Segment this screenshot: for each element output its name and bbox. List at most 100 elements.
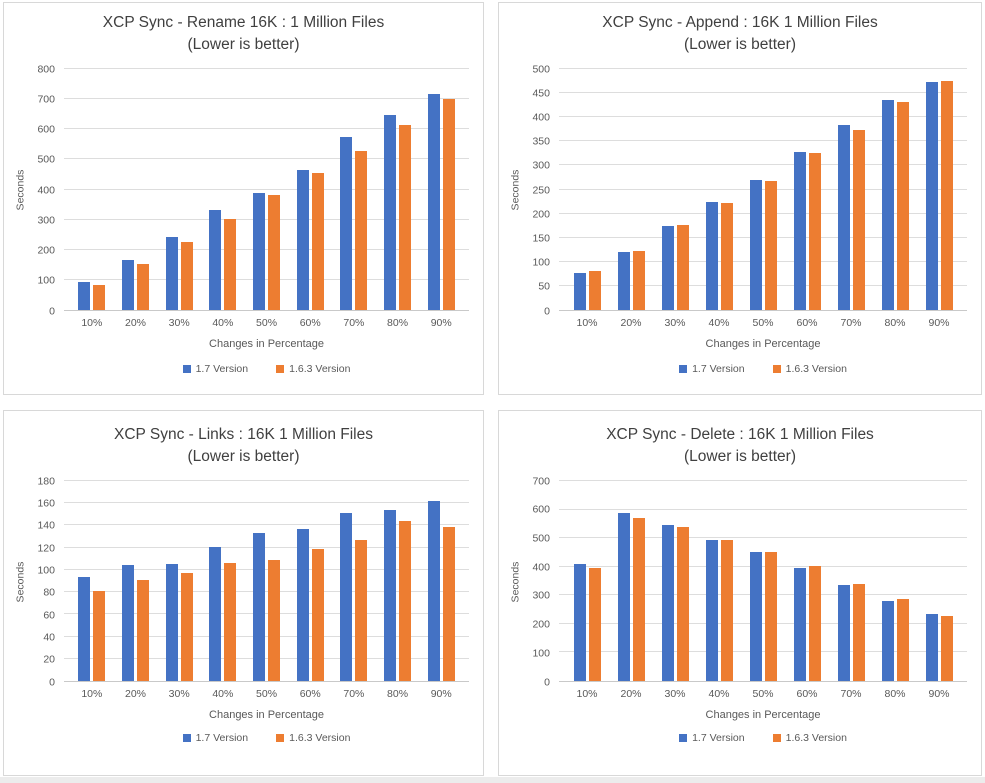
bar-group-50pct	[245, 69, 289, 310]
bar-1-7-version-20pct	[617, 512, 630, 681]
chart-title: XCP Sync - Links : 16K 1 Million Files	[113, 426, 373, 443]
gridline	[559, 565, 967, 567]
legend: 1.7 Version 1.6.3 Version	[64, 732, 469, 744]
bar-group-30pct	[653, 481, 697, 681]
bar-1-7-version-80pct	[881, 601, 894, 681]
bar-1-7-version-50pct	[749, 551, 762, 681]
legend-swatch-1-6-3-version	[276, 734, 285, 742]
bar-1-6-3-version-80pct	[399, 125, 412, 310]
legend-label: 1.6.3 Version	[785, 363, 847, 375]
x-tick-label: 40%	[212, 688, 234, 700]
legend-swatch-1-7-version	[679, 734, 688, 742]
bar-1-6-3-version-10pct	[93, 591, 106, 681]
y-tick-label: 20	[43, 653, 55, 666]
legend-label: 1.6.3 Version	[289, 363, 351, 375]
x-tick-label: 10%	[81, 688, 103, 700]
x-tick-label: 90%	[430, 317, 452, 329]
x-tick-label: 80%	[884, 688, 906, 700]
bar-1-6-3-version-60pct	[808, 566, 821, 681]
bar-1-6-3-version-60pct	[311, 172, 324, 310]
gridline	[559, 260, 967, 262]
y-tick-label: 100	[532, 647, 550, 660]
y-tick-label: 450	[532, 86, 550, 99]
y-tick-label: 200	[532, 207, 550, 220]
bar-group-40pct	[201, 69, 245, 310]
x-tick-label: 30%	[168, 688, 190, 700]
bar-group-90pct	[419, 69, 463, 310]
bar-1-7-version-30pct	[165, 564, 178, 681]
y-tick-label: 500	[532, 532, 550, 545]
bar-1-6-3-version-50pct	[268, 559, 281, 681]
x-axis-ticks: 10% 20% 30% 40% 50% 60% 70% 80% 90%	[64, 688, 469, 700]
chart-body: Seconds 0 100 200 300 400 500 600 700 800 10% 20% 30…	[4, 64, 483, 375]
x-axis-title: Changes in Percentage	[209, 709, 324, 721]
x-tick-label: 40%	[708, 688, 730, 700]
gridline	[559, 116, 967, 118]
x-tick-label: 60%	[299, 317, 321, 329]
legend: 1.7 Version 1.6.3 Version	[559, 732, 967, 744]
bar-group-20pct	[114, 481, 158, 681]
chart-body: Seconds 0 50 100 150 200 250 300 350 400 450 500 10%…	[499, 64, 981, 375]
x-tick-label: 90%	[430, 688, 452, 700]
plot-column: 10% 20% 30% 40% 50% 60% 70% 80% 90% Changes in Pe…	[559, 480, 981, 744]
legend-swatch-1-6-3-version	[772, 365, 781, 373]
plot-column: 10% 20% 30% 40% 50% 60% 70% 80% 90% Changes in Pe…	[559, 68, 981, 375]
bar-group-50pct	[245, 481, 289, 681]
bar-1-7-version-90pct	[925, 614, 938, 681]
bar-group-90pct	[419, 481, 463, 681]
gridline	[64, 188, 469, 190]
bar-group-10pct	[565, 481, 609, 681]
y-axis-title-text: Seconds	[509, 561, 521, 602]
x-axis-ticks: 10% 20% 30% 40% 50% 60% 70% 80% 90%	[559, 688, 967, 700]
bar-1-7-version-40pct	[705, 201, 718, 310]
legend-label: 1.6.3 Version	[785, 732, 847, 744]
chart-panel-append: XCP Sync - Append : 16K 1 Million Files (…	[498, 2, 982, 395]
y-axis-title: Seconds	[12, 69, 28, 311]
legend-label: 1.7 Version	[692, 363, 745, 375]
bar-1-6-3-version-20pct	[137, 579, 149, 681]
bar-1-7-version-60pct	[296, 169, 309, 310]
y-tick-label: 700	[532, 474, 550, 487]
bar-1-6-3-version-40pct	[224, 563, 237, 681]
bar-group-10pct	[70, 69, 114, 310]
bar-groups	[559, 69, 967, 310]
bar-1-6-3-version-60pct	[808, 153, 821, 310]
bar-group-80pct	[376, 481, 420, 681]
bar-1-7-version-80pct	[881, 100, 894, 310]
y-tick-label: 700	[37, 93, 55, 105]
y-tick-label: 160	[37, 497, 55, 510]
gridline	[64, 524, 469, 526]
y-tick-label: 500	[37, 153, 55, 166]
bar-1-6-3-version-30pct	[180, 241, 193, 310]
bar-1-6-3-version-20pct	[137, 264, 149, 310]
bar-group-70pct	[332, 69, 376, 310]
bar-1-7-version-40pct	[209, 210, 222, 310]
bar-1-7-version-10pct	[573, 272, 586, 310]
gridline	[559, 508, 967, 510]
plot-area	[64, 68, 469, 311]
chart-subtitle: (Lower is better)	[684, 448, 796, 465]
x-tick-label: 30%	[168, 317, 190, 329]
bar-group-20pct	[609, 481, 653, 681]
legend: 1.7 Version 1.6.3 Version	[559, 363, 967, 375]
bar-1-6-3-version-80pct	[896, 598, 909, 681]
y-tick-label: 400	[37, 183, 55, 196]
bar-group-40pct	[201, 481, 245, 681]
bar-group-30pct	[653, 69, 697, 310]
gridline	[64, 635, 469, 637]
gridline	[559, 651, 967, 653]
bar-1-7-version-10pct	[78, 576, 91, 681]
x-axis-ticks: 10% 20% 30% 40% 50% 60% 70% 80% 90%	[559, 317, 967, 329]
bar-1-6-3-version-70pct	[852, 583, 865, 681]
x-axis-title: Changes in Percentage	[209, 338, 324, 350]
y-axis-title: Seconds	[507, 481, 523, 682]
x-tick-label: 50%	[752, 688, 774, 700]
y-tick-label: 140	[37, 519, 55, 532]
x-tick-label: 90%	[928, 317, 950, 329]
y-tick-label: 400	[532, 111, 550, 124]
bar-group-10pct	[70, 481, 114, 681]
legend-label: 1.6.3 Version	[289, 732, 351, 744]
x-tick-label: 60%	[796, 317, 818, 329]
y-tick-label: 350	[532, 135, 550, 148]
gridline	[64, 158, 469, 160]
